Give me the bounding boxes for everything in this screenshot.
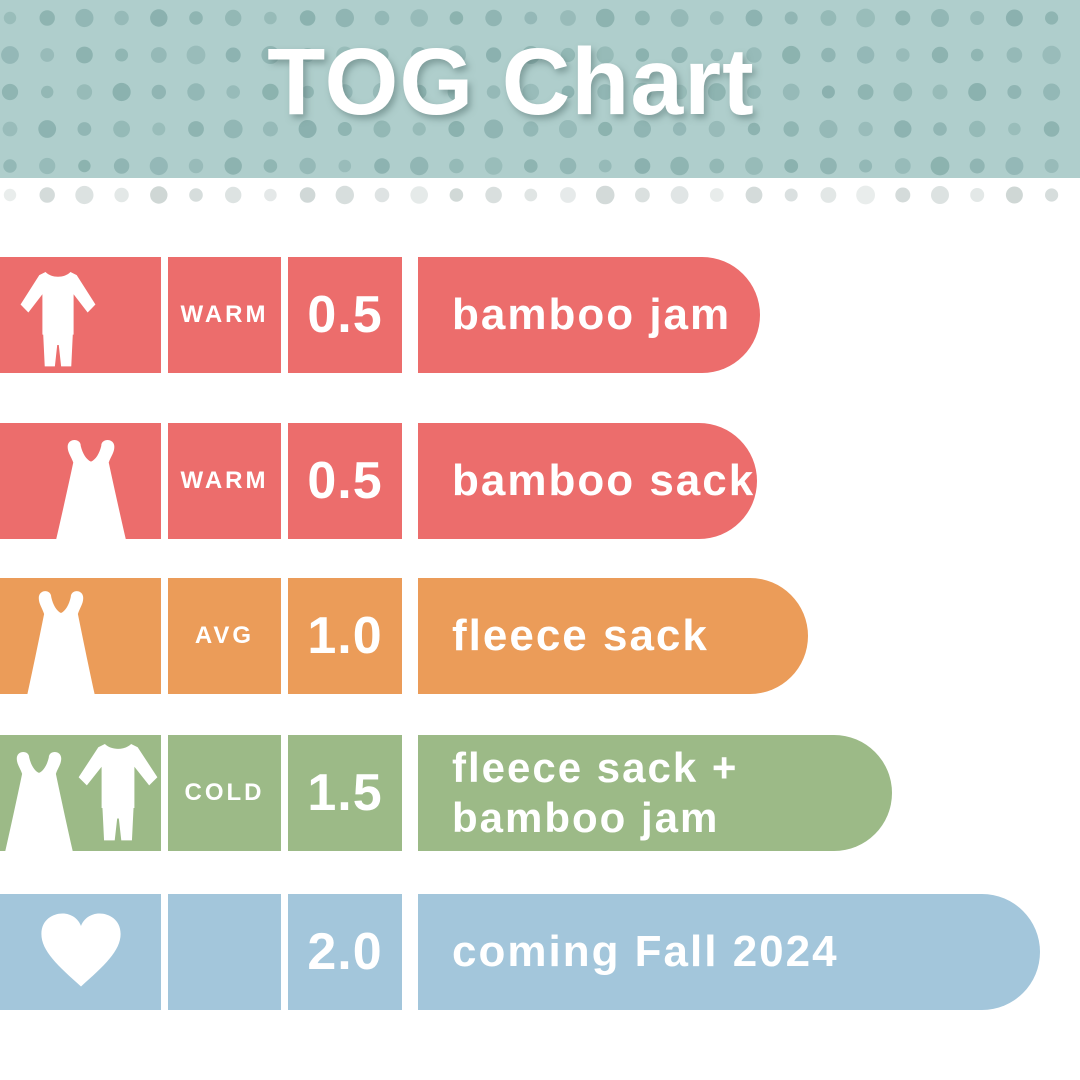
icon-cell [0, 257, 161, 373]
pajamas-icon [78, 744, 158, 841]
tog-value: 1.5 [288, 735, 402, 851]
sleep-sack-icon [52, 440, 130, 539]
page-title: TOG Chart [267, 29, 755, 135]
temp-label [168, 894, 281, 1010]
temp-label: WARM [168, 423, 281, 539]
sleep-sack-icon [24, 591, 98, 694]
tog-value: 0.5 [288, 423, 402, 539]
dot-pattern [1, 8, 1061, 176]
icon-cell [0, 578, 161, 694]
tog-value: 0.5 [288, 257, 402, 373]
icon-cell [0, 894, 161, 1010]
sleep-sack-icon [2, 751, 76, 851]
tog-row-fleece-sack-plus-jam: COLD 1.5 fleece sack + bamboo jam [0, 735, 1080, 851]
tog-row-bamboo-jam: WARM 0.5 bamboo jam [0, 257, 1080, 373]
tog-value: 1.0 [288, 578, 402, 694]
tog-row-bamboo-sack: WARM 0.5 bamboo sack [0, 423, 1080, 539]
tog-value: 2.0 [288, 894, 402, 1010]
item-name: fleece sack [418, 578, 808, 694]
icon-cell [0, 423, 161, 539]
tog-row-fleece-sack: AVG 1.0 fleece sack [0, 578, 1080, 694]
item-name: bamboo sack [418, 423, 757, 539]
icon-cell [0, 735, 161, 851]
item-name: coming Fall 2024 [418, 894, 1040, 1010]
header-banner: TOG Chart [0, 0, 1080, 178]
heart-icon [41, 913, 121, 987]
dot-pattern-below-banner [3, 185, 1059, 205]
tog-row-coming-fall-2024: 2.0 coming Fall 2024 [0, 894, 1080, 1010]
item-name: bamboo jam [418, 257, 760, 373]
temp-label: COLD [168, 735, 281, 851]
pajamas-icon [20, 271, 96, 367]
temp-label: AVG [168, 578, 281, 694]
temp-label: WARM [168, 257, 281, 373]
item-name: fleece sack + bamboo jam [418, 735, 892, 851]
